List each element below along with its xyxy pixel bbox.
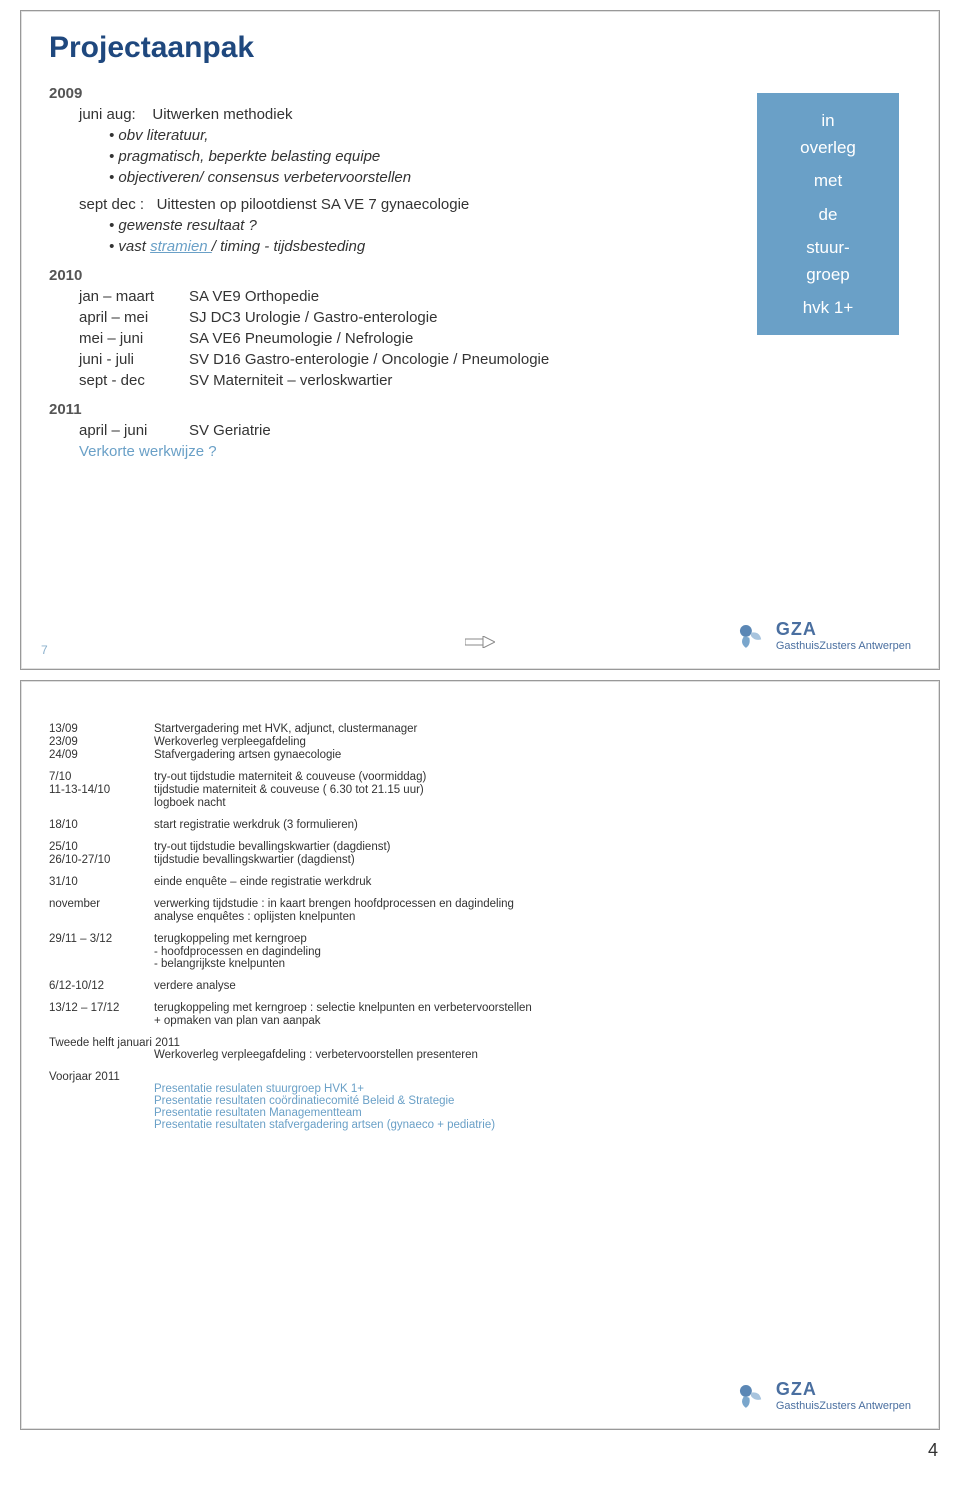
group-6: novemberverwerking tijdstudie : in kaart…	[49, 898, 911, 923]
logo-big: GZA	[776, 1380, 911, 1400]
stramien-link[interactable]: stramien	[150, 238, 212, 255]
gza-logo: GZA GasthuisZusters Antwerpen	[734, 619, 911, 653]
sub-hoofdprocessen: hoofdprocessen en dagindeling	[154, 946, 911, 958]
period: sept dec :	[79, 196, 144, 213]
slide-title: Projectaanpak	[49, 31, 911, 65]
group-9: 13/12 – 17/12terugkoppeling met kerngroe…	[49, 1002, 911, 1027]
row-juni-juli: juni - juliSV D16 Gastro-enterologie / O…	[79, 349, 911, 370]
verkorte-werkwijze: Verkorte werkwijze ?	[79, 441, 911, 462]
text: Uittesten op pilootdienst SA VE 7 gynaec…	[157, 196, 470, 213]
overleg-l1: in	[763, 107, 893, 134]
group-1: 13/09Startvergadering met HVK, adjunct, …	[49, 723, 911, 761]
pres-1: Presentatie resulaten stuurgroep HVK 1+	[154, 1083, 911, 1095]
overleg-l4: de	[763, 201, 893, 228]
row-2409: 24/09Stafvergadering artsen gynaecologie	[49, 749, 911, 761]
group-5: 31/10einde enquête – einde registratie w…	[49, 876, 911, 888]
period: juni aug:	[79, 106, 136, 123]
row-analyse: analyse enquêtes : oplijsten knelpunten	[49, 911, 911, 923]
logo-icon	[734, 619, 768, 653]
pres-2: Presentatie resultaten coördinatiecomité…	[154, 1095, 911, 1107]
group-7: 29/11 – 3/12terugkoppeling met kerngroep…	[49, 933, 911, 970]
row-april-juni-2011: april – juniSV Geriatrie	[79, 420, 911, 441]
pres-3: Presentatie resultaten Managementteam	[154, 1107, 911, 1119]
arrow-icon	[465, 635, 495, 651]
year-2011: 2011	[49, 399, 911, 420]
row-2309: 23/09Werkoverleg verpleegafdeling	[49, 736, 911, 748]
row-612: 6/12-10/12verdere analyse	[49, 980, 911, 992]
row-2510: 25/10try-out tijdstudie bevallingskwarti…	[49, 841, 911, 853]
slide-schedule: 13/09Startvergadering met HVK, adjunct, …	[20, 680, 940, 1430]
row-1309: 13/09Startvergadering met HVK, adjunct, …	[49, 723, 911, 735]
row-sept-dec-2010: sept - decSV Materniteit – verloskwartie…	[79, 370, 911, 391]
group-4: 25/10try-out tijdstudie bevallingskwarti…	[49, 841, 911, 866]
overleg-l5: stuur-	[763, 234, 893, 261]
row-november: novemberverwerking tijdstudie : in kaart…	[49, 898, 911, 910]
group-2: 7/10try-out tijdstudie materniteit & cou…	[49, 771, 911, 809]
group-11: Voorjaar 2011 Presentatie resulaten stuu…	[49, 1071, 911, 1131]
logo-text: GZA GasthuisZusters Antwerpen	[776, 620, 911, 652]
werkoverleg: Werkoverleg verpleegafdeling : verbeterv…	[154, 1049, 911, 1061]
pres-4: Presentatie resultaten stafvergadering a…	[154, 1119, 911, 1131]
group-8: 6/12-10/12verdere analyse	[49, 980, 911, 992]
overleg-l3: met	[763, 167, 893, 194]
logo-big: GZA	[776, 620, 911, 640]
row-logboek: logboek nacht	[49, 797, 911, 809]
row-1810: 18/10start registratie werkdruk (3 formu…	[49, 819, 911, 831]
group-10: Tweede helft januari 2011 Werkoverleg ve…	[49, 1037, 911, 1061]
tweede-helft: Tweede helft januari 2011	[49, 1037, 911, 1049]
b5b: / timing - tijdsbesteding	[212, 238, 365, 255]
overleg-l6: groep	[763, 261, 893, 288]
row-710: 7/10try-out tijdstudie materniteit & cou…	[49, 771, 911, 783]
b5a: vast	[109, 238, 150, 255]
row-2911: 29/11 – 3/12terugkoppeling met kerngroep	[49, 933, 911, 945]
row-3110: 31/10einde enquête – einde registratie w…	[49, 876, 911, 888]
sub-knelpunten: belangrijkste knelpunten	[154, 958, 911, 970]
gza-logo-2: GZA GasthuisZusters Antwerpen	[734, 1379, 911, 1413]
row-1312: 13/12 – 17/12terugkoppeling met kerngroe…	[49, 1002, 911, 1014]
row-2627: 26/10-27/10tijdstudie bevallingskwartier…	[49, 854, 911, 866]
text: Uitwerken methodiek	[152, 106, 292, 123]
logo-text: GZA GasthuisZusters Antwerpen	[776, 1380, 911, 1412]
logo-icon	[734, 1379, 768, 1413]
slide-number: 7	[41, 643, 48, 657]
group-3: 18/10start registratie werkdruk (3 formu…	[49, 819, 911, 831]
page-number: 4	[0, 1440, 938, 1461]
overleg-l7: hvk 1+	[763, 294, 893, 321]
slide-projectaanpak: Projectaanpak 2009 juni aug: Uitwerken m…	[20, 10, 940, 670]
logo-small: GasthuisZusters Antwerpen	[776, 640, 911, 652]
row-111314: 11-13-14/10tijdstudie materniteit & couv…	[49, 784, 911, 796]
overleg-box: in overleg met de stuur- groep hvk 1+	[757, 93, 899, 335]
row-opmaken: + opmaken van plan van aanpak	[49, 1015, 911, 1027]
voorjaar: Voorjaar 2011	[49, 1071, 911, 1083]
logo-small: GasthuisZusters Antwerpen	[776, 1400, 911, 1412]
overleg-l2: overleg	[763, 134, 893, 161]
